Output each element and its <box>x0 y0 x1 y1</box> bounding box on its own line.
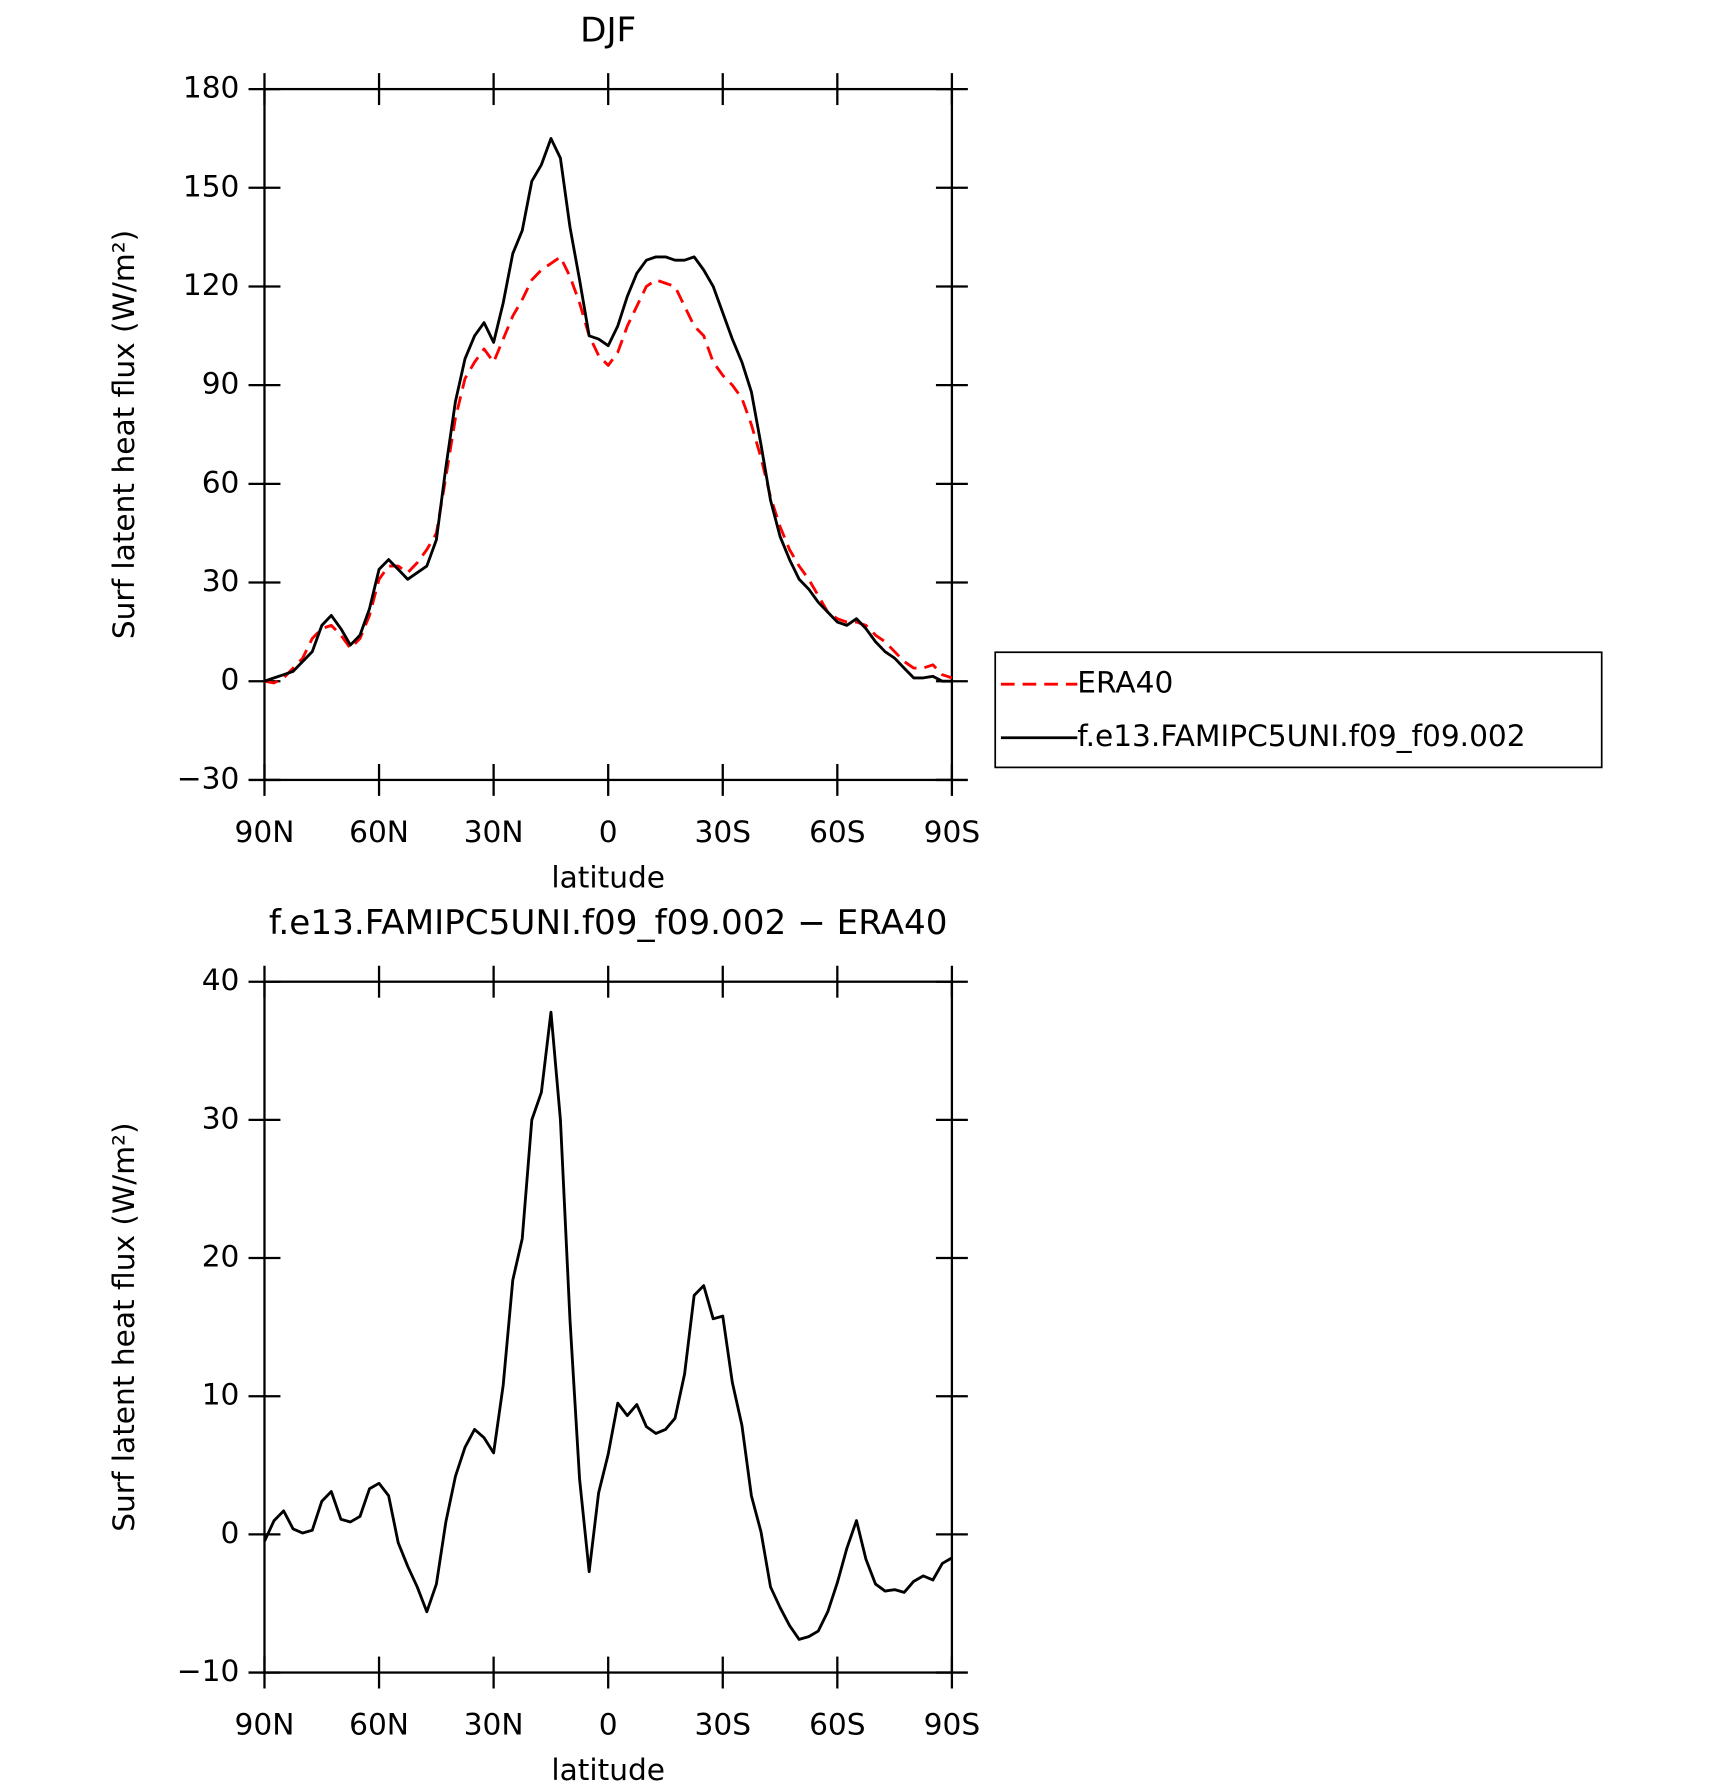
x-tick-label: 90N <box>235 814 295 849</box>
x-axis-label: latitude <box>551 860 665 895</box>
y-tick-label: 0 <box>221 662 240 697</box>
data-line <box>263 1010 953 1641</box>
x-tick-label: 0 <box>599 1707 618 1742</box>
x-tick-label: 90N <box>235 1707 295 1742</box>
y-tick-label: −30 <box>177 760 240 795</box>
y-tick-label: 90 <box>202 366 240 401</box>
y-tick-label: −10 <box>177 1653 240 1688</box>
y-tick-label: 30 <box>202 563 240 598</box>
legend-box <box>994 651 1603 769</box>
x-tick-label: 90S <box>924 814 981 849</box>
x-tick-label: 30N <box>464 1707 524 1742</box>
legend-label: f.e13.FAMIPC5UNI.f09_f09.002 <box>1077 718 1525 753</box>
x-tick-label: 60S <box>809 814 866 849</box>
x-tick-label: 30S <box>695 814 752 849</box>
y-tick-label: 40 <box>202 962 240 997</box>
chart-title: f.e13.FAMIPC5UNI.f09_f09.002 − ERA40 <box>269 903 948 943</box>
x-axis-label: latitude <box>551 1752 665 1787</box>
y-tick-label: 180 <box>183 70 240 105</box>
data-line <box>264 137 952 683</box>
y-tick-label: 0 <box>221 1515 240 1550</box>
x-tick-label: 30N <box>464 814 524 849</box>
y-tick-label: 120 <box>183 267 240 302</box>
x-tick-label: 60N <box>349 1707 409 1742</box>
y-axis-label: Surf latent heat flux (W/m²) <box>106 1122 141 1531</box>
plot-frame <box>263 980 954 1674</box>
x-tick-label: 60N <box>349 814 409 849</box>
legend-label: ERA40 <box>1077 665 1173 700</box>
y-tick-label: 20 <box>202 1239 240 1274</box>
x-tick-label: 0 <box>599 814 618 849</box>
y-tick-label: 150 <box>183 168 240 203</box>
y-tick-label: 30 <box>202 1100 240 1135</box>
y-axis-label: Surf latent heat flux (W/m²) <box>106 230 141 639</box>
data-line <box>264 255 953 685</box>
chart-title: DJF <box>580 11 636 51</box>
x-tick-label: 90S <box>924 1707 981 1742</box>
x-tick-label: 30S <box>695 1707 752 1742</box>
plot-frame <box>263 87 954 782</box>
y-tick-label: 60 <box>202 464 240 499</box>
y-tick-label: 10 <box>202 1377 240 1412</box>
x-tick-label: 60S <box>809 1707 866 1742</box>
